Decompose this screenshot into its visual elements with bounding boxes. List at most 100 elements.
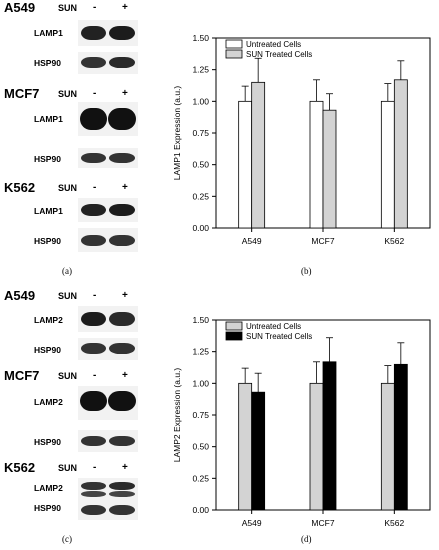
blot-band (109, 312, 135, 326)
bar (322, 109, 337, 229)
y-tick-label: 1.50 (192, 33, 209, 43)
protein-label: HSP90 (34, 345, 61, 355)
blot-image (78, 228, 138, 252)
x-tick-label: A549 (242, 236, 262, 246)
blot-band (81, 491, 106, 497)
panel-caption: (a) (62, 266, 72, 276)
blot-band (81, 343, 106, 354)
protein-label: HSP90 (34, 154, 61, 164)
blot-band (109, 57, 135, 68)
y-tick-label: 0.75 (192, 128, 209, 138)
legend-swatch (225, 321, 243, 331)
blot-image (78, 306, 138, 332)
x-tick-label: K562 (384, 518, 404, 528)
cell-line-label: MCF7 (4, 86, 40, 101)
bar (309, 382, 324, 511)
blot-band (109, 491, 135, 497)
bar (251, 391, 266, 511)
blot-band (81, 204, 106, 216)
blot-band (81, 57, 106, 68)
blot-band (109, 505, 135, 515)
bar (251, 81, 266, 229)
y-tick-label: 0.25 (192, 191, 209, 201)
protein-label: LAMP2 (34, 315, 63, 325)
protein-label: LAMP2 (34, 483, 63, 493)
y-axis-label: LAMP1 Expression (a.u.) (172, 86, 182, 181)
plus-sign: + (122, 88, 128, 99)
cell-line-label: K562 (4, 180, 36, 195)
treatment-label: SUN (58, 463, 78, 473)
plus-sign: + (122, 290, 128, 301)
plus-sign: + (122, 2, 128, 13)
blot-image (78, 20, 138, 46)
y-tick-label: 0.50 (192, 442, 209, 452)
cell-line-label: A549 (4, 288, 36, 303)
x-tick-label: MCF7 (311, 518, 334, 528)
y-tick-label: 0.25 (192, 473, 209, 483)
blot-band (81, 505, 106, 515)
y-tick-label: 1.25 (192, 347, 209, 357)
plus-sign: + (122, 182, 128, 193)
legend-swatch (225, 49, 243, 59)
blot-image (78, 198, 138, 222)
blot-image (78, 386, 138, 420)
bar (309, 100, 324, 229)
blot-band (81, 26, 106, 40)
minus-sign: - (93, 370, 97, 381)
y-tick-label: 1.00 (192, 378, 209, 388)
minus-sign: - (93, 182, 97, 193)
bar (238, 100, 253, 229)
legend-swatch (225, 331, 243, 341)
minus-sign: - (93, 290, 97, 301)
x-tick-label: K562 (384, 236, 404, 246)
x-tick-label: A549 (242, 518, 262, 528)
bar (380, 100, 395, 229)
treatment-label: SUN (58, 371, 78, 381)
blot-band (109, 343, 135, 354)
y-tick-label: 0.00 (192, 505, 209, 515)
blot-image (78, 430, 138, 452)
blot-band (81, 436, 106, 446)
protein-label: HSP90 (34, 58, 61, 68)
cell-line-label: K562 (4, 460, 36, 475)
blot-image (78, 102, 138, 136)
protein-label: LAMP1 (34, 28, 63, 38)
y-tick-label: 1.00 (192, 96, 209, 106)
bar (393, 79, 408, 229)
blot-band (81, 482, 106, 490)
minus-sign: - (93, 462, 97, 473)
protein-label: LAMP1 (34, 206, 63, 216)
blot-band (108, 108, 136, 130)
y-tick-label: 1.25 (192, 65, 209, 75)
legend-label: Untreated Cells (246, 322, 301, 331)
blot-image (78, 52, 138, 74)
blot-band (81, 235, 106, 246)
treatment-label: SUN (58, 183, 78, 193)
treatment-label: SUN (58, 89, 78, 99)
blot-band (109, 436, 135, 446)
blot-image (78, 148, 138, 168)
protein-label: HSP90 (34, 437, 61, 447)
bar (322, 361, 337, 511)
blot-band (109, 204, 135, 216)
legend-label: Untreated Cells (246, 40, 301, 49)
blot-image (78, 338, 138, 360)
protein-label: HSP90 (34, 236, 61, 246)
panel-caption: (b) (301, 266, 312, 276)
blot-image (78, 478, 138, 500)
lamp2-bar-chart: 0.00 0.25 0.50 0.75 1.00 1.25 1.50 LAMP2 Expres… (172, 315, 431, 528)
y-tick-label: 0.75 (192, 410, 209, 420)
blot-band (109, 482, 135, 490)
x-tick-label: MCF7 (311, 236, 334, 246)
blot-image (78, 500, 138, 520)
blot-band (80, 391, 107, 411)
y-tick-label: 0.50 (192, 160, 209, 170)
bar (238, 382, 253, 511)
treatment-label: SUN (58, 3, 78, 13)
panel-caption: (c) (62, 534, 72, 544)
blot-band (109, 235, 135, 246)
cell-line-label: MCF7 (4, 368, 40, 383)
blot-band (108, 391, 136, 411)
blot-band (109, 153, 135, 163)
plus-sign: + (122, 462, 128, 473)
